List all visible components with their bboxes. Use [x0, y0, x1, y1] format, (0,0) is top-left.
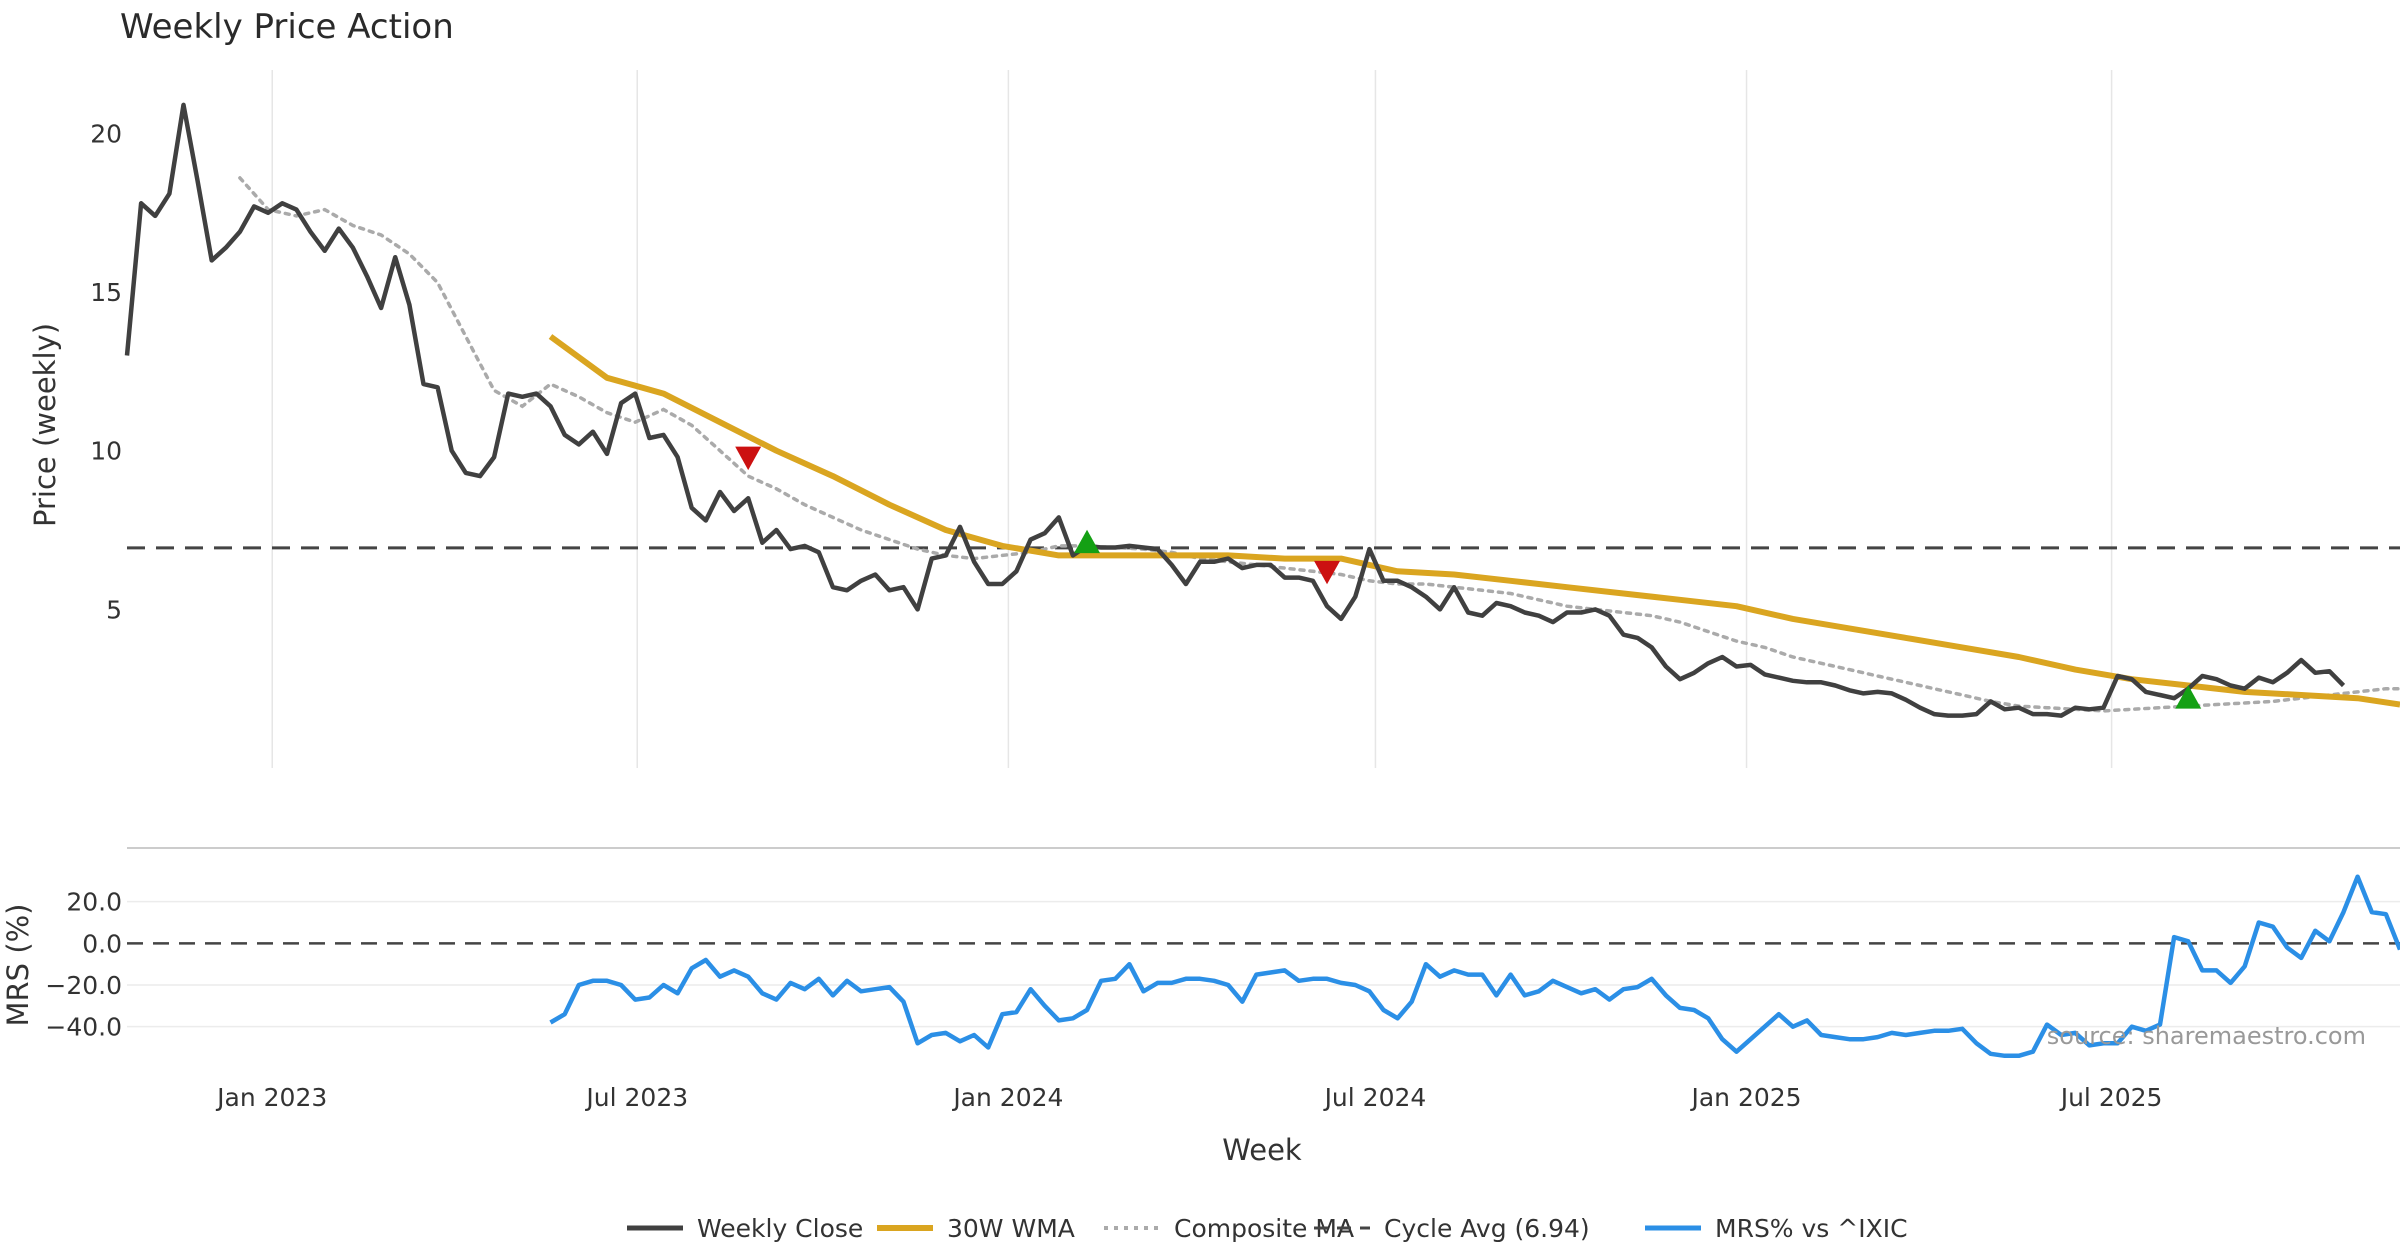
x-tick-labels: Jan 2023 Jul 2023 Jan 2024 Jul 2024 Jan 2025…: [215, 1083, 2162, 1112]
x-tick-label: Jul 2024: [1323, 1083, 1427, 1112]
signal-markers: [735, 446, 2202, 709]
price-y-axis-label: Price (weekly): [28, 323, 62, 527]
source-note: source: sharemaestro.com: [2047, 1022, 2366, 1050]
price-series: [124, 102, 2400, 718]
x-axis-label: Week: [1222, 1133, 1302, 1167]
price-y-tick-label: 20: [90, 119, 122, 148]
legend-mrs-label: MRS% vs ^IXIC: [1715, 1214, 1908, 1243]
weekly-close-line: [124, 102, 2346, 718]
mrs-y-tick-labels: 20.0 0.0 −20.0 −40.0: [45, 888, 122, 1042]
mrs-y-tick-label: −40.0: [45, 1013, 122, 1042]
x-tick-label: Jan 2025: [1689, 1083, 1801, 1112]
buy-signal-marker: [2175, 685, 2202, 709]
mrs-y-tick-label: 0.0: [82, 929, 122, 958]
legend-cycle-avg-label: Cycle Avg (6.94): [1384, 1214, 1590, 1243]
mrs-gridlines: [127, 900, 2400, 1028]
mrs-series: [127, 874, 2400, 1059]
legend: Weekly Close 30W WMA Composite MA Cycle Avg…: [627, 1214, 1908, 1243]
chart-title: Weekly Price Action: [120, 7, 454, 47]
mrs-y-tick-label: 20.0: [66, 888, 122, 917]
mrs-y-axis-label: MRS (%): [1, 904, 35, 1027]
mrs-line: [549, 874, 2400, 1059]
price-y-tick-label: 15: [90, 278, 122, 307]
x-tick-label: Jan 2024: [951, 1083, 1063, 1112]
wma-30w-line: [548, 334, 2400, 708]
price-panel: 5 10 15 20 Price (weekly): [28, 70, 2400, 768]
x-tick-label: Jan 2023: [215, 1083, 327, 1112]
price-gridlines: [271, 70, 2113, 768]
mrs-y-tick-label: −20.0: [45, 971, 122, 1000]
price-y-tick-label: 10: [90, 437, 122, 466]
sell-signal-marker: [735, 446, 762, 471]
x-tick-label: Jul 2023: [584, 1083, 688, 1112]
legend-weekly-close-label: Weekly Close: [697, 1214, 863, 1243]
legend-wma-30w-label: 30W WMA: [947, 1214, 1075, 1243]
sell-signal-marker: [1314, 560, 1341, 585]
price-y-tick-label: 5: [106, 595, 122, 624]
x-tick-label: Jul 2025: [2059, 1083, 2163, 1112]
mrs-panel: 20.0 0.0 −20.0 −40.0 MRS (%): [1, 874, 2400, 1059]
composite-ma-line: [238, 176, 2400, 713]
buy-signal-marker: [1074, 529, 1101, 554]
price-y-tick-labels: 5 10 15 20: [90, 119, 122, 624]
